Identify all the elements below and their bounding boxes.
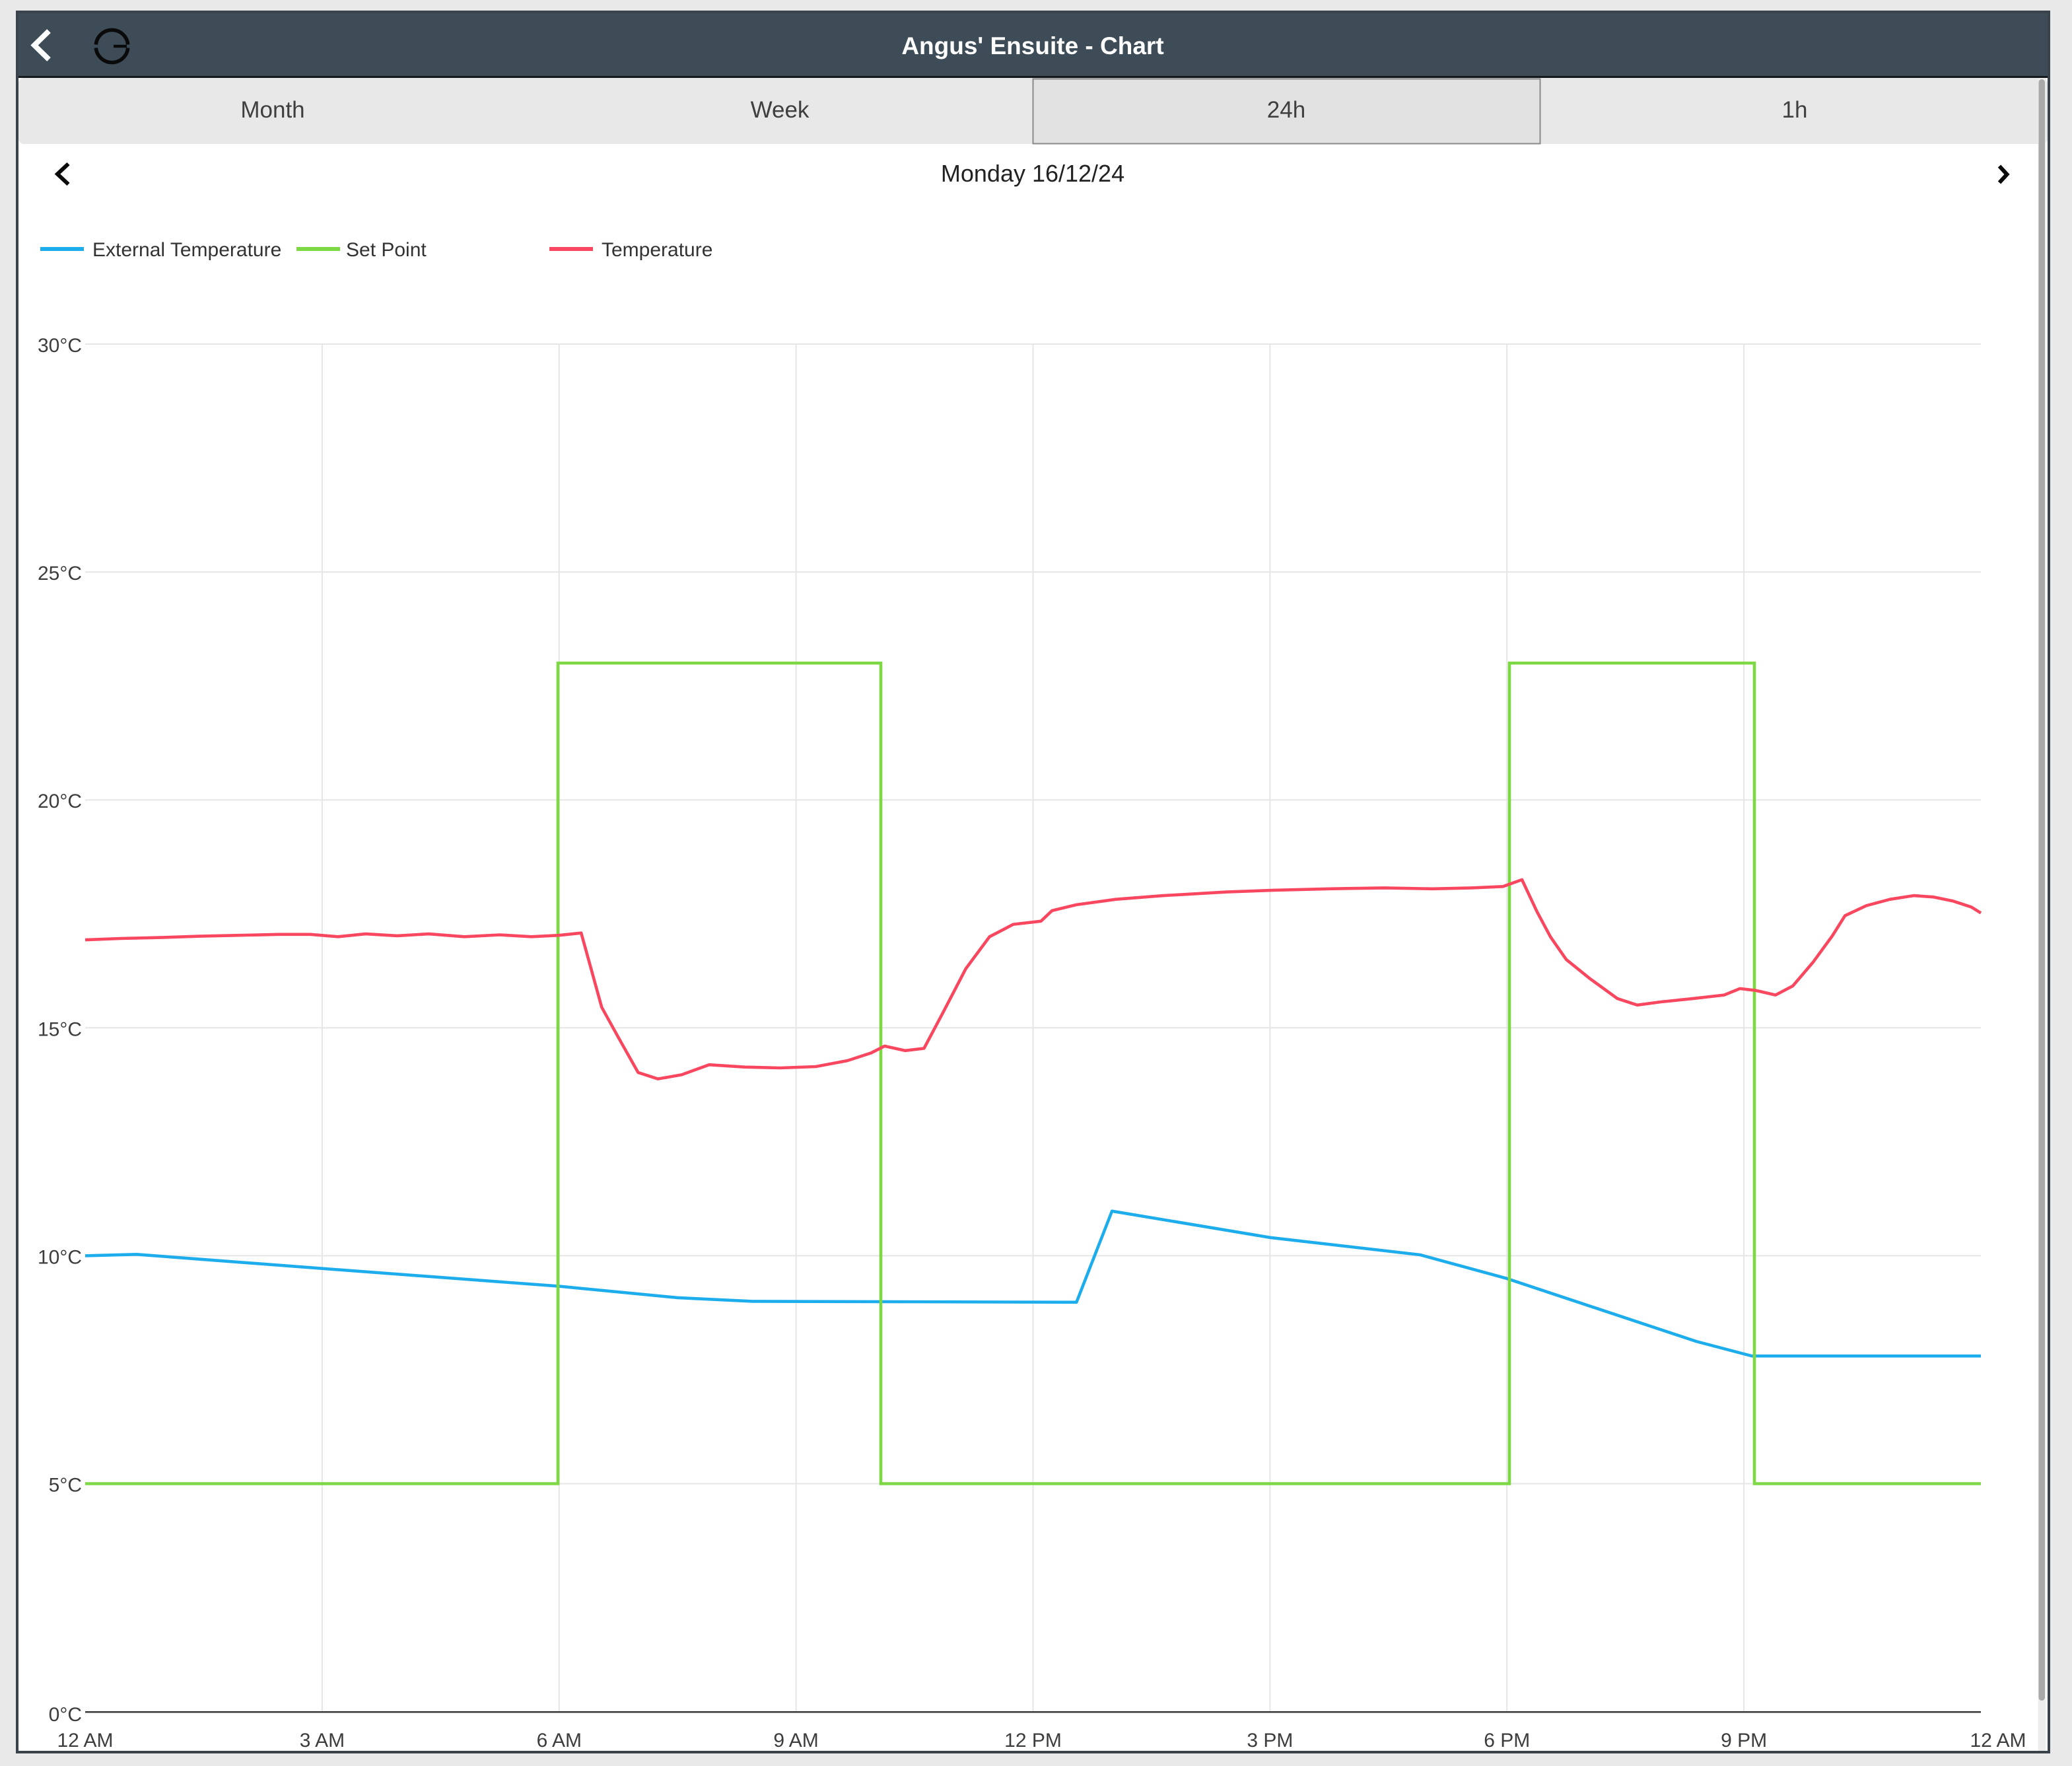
svg-text:5°C: 5°C <box>49 1475 82 1497</box>
svg-text:3 AM: 3 AM <box>300 1730 345 1751</box>
svg-text:1h: 1h <box>1782 97 1808 123</box>
svg-text:12 AM: 12 AM <box>57 1730 113 1751</box>
svg-text:12 AM: 12 AM <box>1970 1730 2026 1751</box>
svg-text:25°C: 25°C <box>38 563 82 584</box>
svg-text:24h: 24h <box>1267 97 1305 123</box>
svg-text:External Temperature: External Temperature <box>92 239 281 261</box>
svg-text:6 AM: 6 AM <box>537 1730 582 1751</box>
svg-text:30°C: 30°C <box>38 335 82 357</box>
svg-text:15°C: 15°C <box>38 1018 82 1040</box>
svg-text:6 PM: 6 PM <box>1484 1730 1530 1751</box>
svg-text:12 PM: 12 PM <box>1004 1730 1062 1751</box>
svg-text:20°C: 20°C <box>38 791 82 812</box>
svg-text:9 PM: 9 PM <box>1721 1730 1767 1751</box>
svg-text:Monday 16/12/24: Monday 16/12/24 <box>941 160 1124 187</box>
svg-text:Month: Month <box>240 97 304 123</box>
svg-text:3 PM: 3 PM <box>1247 1730 1293 1751</box>
svg-text:9 AM: 9 AM <box>773 1730 818 1751</box>
svg-text:Temperature: Temperature <box>602 239 712 261</box>
svg-text:Angus' Ensuite - Chart: Angus' Ensuite - Chart <box>901 32 1163 59</box>
svg-text:0°C: 0°C <box>49 1704 82 1726</box>
svg-text:10°C: 10°C <box>38 1246 82 1268</box>
svg-text:Week: Week <box>751 97 810 123</box>
svg-text:Set Point: Set Point <box>346 239 427 261</box>
